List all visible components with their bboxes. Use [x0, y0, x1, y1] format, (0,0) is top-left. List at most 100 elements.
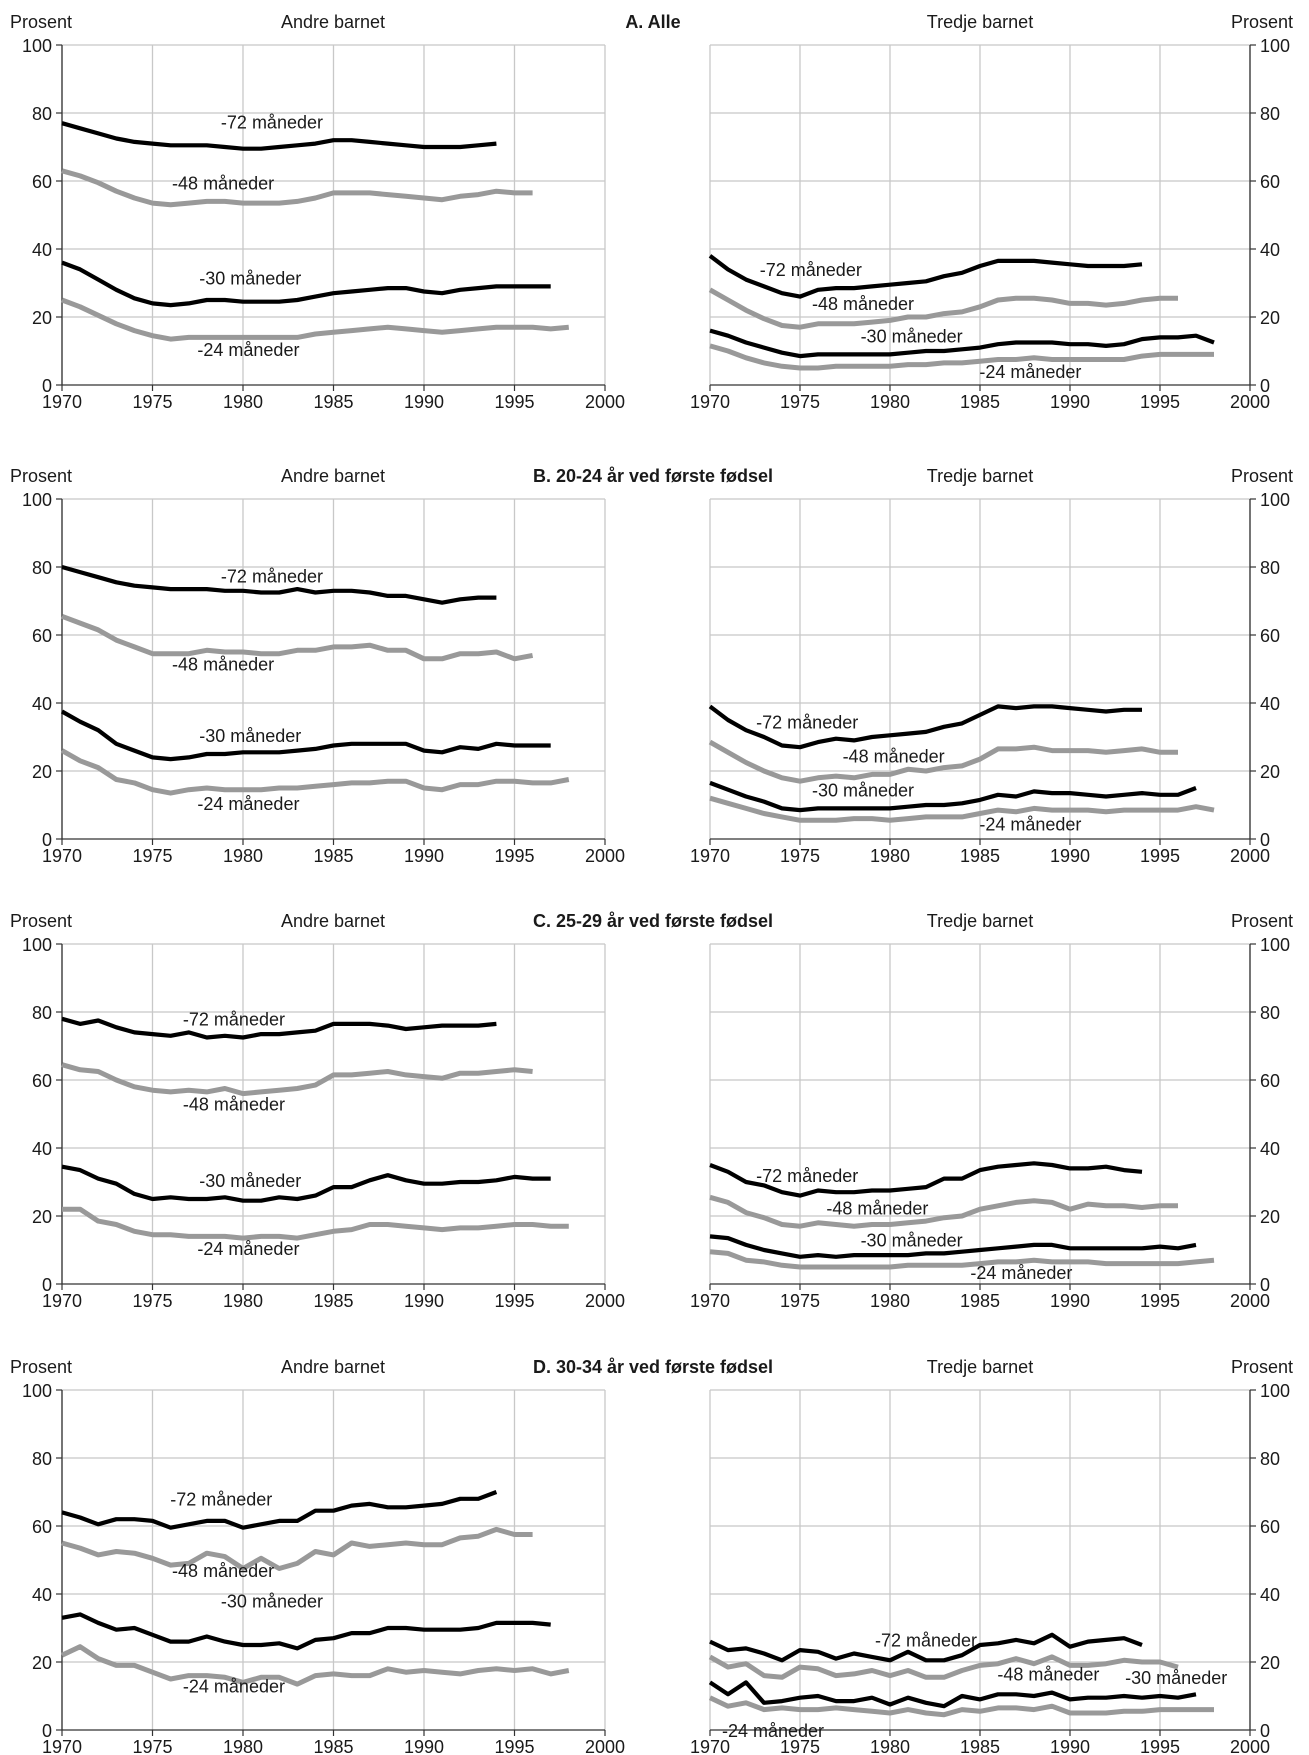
series-line-48-maneder — [709, 1194, 1178, 1229]
series-label-30-maneder: -30 måneder — [812, 781, 914, 801]
chart-subtitle-left: Andre barnet — [281, 911, 385, 931]
x-tick-label: 1995 — [494, 846, 534, 866]
y-axis-label-right: Prosent — [1231, 466, 1293, 486]
x-tick-label: 1975 — [132, 1291, 172, 1311]
x-tick-label: 1975 — [132, 846, 172, 866]
panel-title: A. Alle — [625, 12, 680, 32]
series-line-30-maneder — [709, 328, 1215, 359]
y-axis-label-right: Prosent — [1231, 12, 1293, 32]
y-tick-label: 100 — [22, 1381, 52, 1401]
series-label-48-maneder: -48 måneder — [183, 1095, 285, 1115]
series-label-72-maneder: -72 måneder — [760, 260, 862, 280]
y-tick-label: 20 — [1260, 762, 1280, 782]
series-label-24-maneder: -24 måneder — [197, 1239, 299, 1259]
series-label-48-maneder: -48 måneder — [172, 655, 274, 675]
series-line-30-maneder — [709, 780, 1197, 813]
plot-tredje-barnet: 0 20 40 60 80 100 1970 1975 1980 1985 1990 1995 2000… — [690, 935, 1290, 1311]
series-label-24-maneder: -24 måneder — [197, 794, 299, 814]
series-label-72-maneder: -72 måneder — [183, 1010, 285, 1030]
y-tick-label: 80 — [1260, 1003, 1280, 1023]
series-label-24-maneder: -24 måneder — [979, 362, 1081, 382]
y-tick-label: 100 — [1260, 935, 1290, 955]
plot-tredje-barnet: 0 20 40 60 80 100 1970 1975 1980 1985 1990 1995 2000… — [690, 1381, 1290, 1755]
y-tick-label: 100 — [1260, 36, 1290, 56]
x-tick-label: 1995 — [1140, 846, 1180, 866]
y-axis-label-left: Prosent — [10, 911, 72, 931]
x-tick-label: 1995 — [494, 392, 534, 412]
y-tick-label: 80 — [1260, 558, 1280, 578]
x-tick-label: 2000 — [1230, 392, 1270, 412]
series-label-72-maneder: -72 måneder — [221, 566, 323, 586]
y-tick-label: 60 — [1260, 1517, 1280, 1537]
x-tick-label: 1975 — [132, 392, 172, 412]
y-tick-label: 80 — [1260, 1449, 1280, 1469]
series-line-24-maneder — [708, 1695, 1214, 1718]
series-label-24-maneder: -24 måneder — [722, 1721, 824, 1741]
series-label-30-maneder: -30 måneder — [199, 269, 301, 289]
plot-andre-barnet: 0 20 40 60 80 100 1970 1975 1980 1985 1990 1995 2000… — [22, 1381, 625, 1755]
series-label-48-maneder: -48 måneder — [997, 1665, 1099, 1685]
y-tick-label: 40 — [32, 694, 52, 714]
series-line-72-maneder — [61, 121, 497, 151]
y-tick-label: 100 — [22, 935, 52, 955]
series-line-48-maneder — [61, 1526, 533, 1571]
series-label-72-maneder: -72 måneder — [875, 1631, 977, 1651]
y-tick-label: 20 — [32, 1653, 52, 1673]
x-tick-label: 2000 — [585, 846, 625, 866]
y-tick-label: 20 — [1260, 308, 1280, 328]
x-tick-label: 1995 — [494, 1737, 534, 1755]
panel-0: Prosent Prosent Andre barnet Tredje barnet A… — [10, 12, 1293, 412]
y-tick-label: 20 — [1260, 1207, 1280, 1227]
x-tick-label: 1975 — [780, 1291, 820, 1311]
series-line-72-maneder — [708, 254, 1143, 299]
series-label-30-maneder: -30 måneder — [199, 1171, 301, 1191]
y-tick-label: 0 — [1260, 830, 1270, 850]
y-tick-label: 100 — [1260, 490, 1290, 510]
series-line-72-maneder — [709, 1161, 1143, 1198]
x-tick-label: 1970 — [42, 846, 82, 866]
series-line-72-maneder — [61, 1490, 498, 1530]
x-tick-label: 1990 — [404, 1291, 444, 1311]
y-tick-label: 60 — [1260, 172, 1280, 192]
series-line-72-maneder — [61, 1016, 497, 1040]
x-tick-label: 1990 — [404, 392, 444, 412]
series-label-24-maneder: -24 måneder — [197, 340, 299, 360]
x-tick-label: 1980 — [223, 846, 263, 866]
chart-subtitle-right: Tredje barnet — [927, 1357, 1033, 1377]
panel-title: D. 30-34 år ved første fødsel — [533, 1357, 773, 1377]
x-tick-label: 1995 — [494, 1291, 534, 1311]
x-tick-label: 1975 — [780, 846, 820, 866]
series-label-24-maneder: -24 måneder — [979, 815, 1081, 835]
series-line-24-maneder — [709, 1249, 1215, 1270]
x-tick-label: 2000 — [585, 392, 625, 412]
x-tick-label: 1985 — [313, 1291, 353, 1311]
y-axis-label-right: Prosent — [1231, 1357, 1293, 1377]
series-label-30-maneder: -30 måneder — [221, 1592, 323, 1612]
x-tick-label: 1980 — [223, 1291, 263, 1311]
y-tick-label: 80 — [32, 104, 52, 124]
y-tick-label: 20 — [32, 762, 52, 782]
x-tick-label: 1995 — [1140, 1291, 1180, 1311]
y-tick-label: 100 — [22, 36, 52, 56]
panel-3: Prosent Prosent Andre barnet Tredje barnet D… — [10, 1357, 1293, 1755]
y-axis-label-right: Prosent — [1231, 911, 1293, 931]
y-tick-label: 20 — [1260, 1653, 1280, 1673]
series-label-72-maneder: -72 måneder — [170, 1490, 272, 1510]
y-axis-label-left: Prosent — [10, 12, 72, 32]
x-tick-label: 1990 — [1050, 1737, 1090, 1755]
x-tick-label: 1995 — [1140, 392, 1180, 412]
series-line-30-maneder — [709, 1234, 1197, 1259]
x-tick-label: 1980 — [223, 392, 263, 412]
series-label-72-maneder: -72 måneder — [221, 112, 323, 132]
x-tick-label: 1975 — [780, 1737, 820, 1755]
series-label-48-maneder: -48 måneder — [172, 1561, 274, 1581]
series-line-72-maneder — [61, 564, 497, 605]
series-line-48-maneder — [708, 739, 1178, 784]
x-tick-label: 1990 — [404, 1737, 444, 1755]
y-tick-label: 0 — [42, 376, 52, 396]
y-tick-label: 0 — [42, 1275, 52, 1295]
chart-subtitle-left: Andre barnet — [281, 1357, 385, 1377]
series-label-24-maneder: -24 måneder — [183, 1677, 285, 1697]
series-line-30-maneder — [61, 1164, 551, 1203]
series-line-48-maneder — [61, 1062, 533, 1097]
